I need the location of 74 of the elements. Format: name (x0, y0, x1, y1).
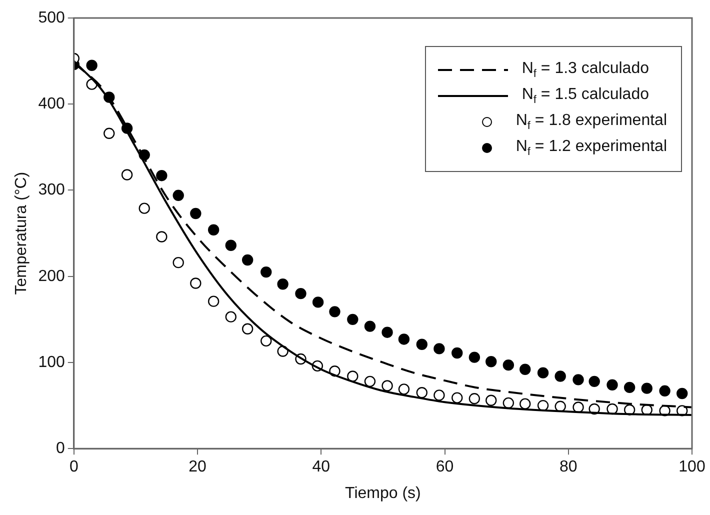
x-tick-label: 0 (69, 458, 78, 476)
point (295, 288, 306, 300)
point (312, 296, 324, 308)
point (572, 374, 584, 386)
x-tick-label: 20 (188, 458, 207, 476)
point (382, 326, 393, 338)
point (520, 364, 531, 375)
point (434, 343, 445, 354)
y-tick-label: 100 (38, 354, 65, 371)
point (382, 380, 393, 392)
point (452, 347, 463, 359)
point (416, 387, 428, 398)
point (537, 367, 549, 378)
point (364, 320, 376, 332)
x-tick-label: 60 (436, 458, 454, 476)
point (242, 254, 254, 266)
point (190, 278, 202, 289)
point (537, 400, 549, 412)
point (502, 359, 514, 371)
point (452, 392, 463, 404)
point (520, 398, 531, 410)
point (434, 390, 445, 401)
legend-label: N$_{f}$ = 1.5 calculado (522, 86, 649, 106)
y-tick-label: 300 (38, 182, 65, 199)
point (502, 397, 514, 409)
legend-label: N$_{f}$ = 1.8 experimental (516, 112, 667, 132)
x-tick-label: 40 (312, 458, 330, 476)
point (260, 266, 272, 278)
point (190, 208, 202, 220)
x-tick-label: 80 (559, 458, 578, 476)
point (554, 400, 566, 412)
y-axis-title: Temperatura (°C) (13, 172, 30, 295)
point (347, 370, 358, 382)
point (588, 376, 600, 388)
point (172, 190, 184, 202)
x-tick-label: 100 (678, 458, 706, 476)
point (138, 202, 150, 214)
y-tick-label: 0 (56, 440, 65, 458)
point (225, 311, 236, 322)
y-tick-label: 400 (38, 96, 65, 113)
point (486, 394, 497, 406)
y-tick-label: 500 (38, 9, 65, 26)
point (347, 314, 358, 326)
point (86, 60, 98, 71)
y-tick-label: 200 (38, 268, 65, 285)
point (260, 335, 272, 347)
legend-label: N$_{f}$ = 1.3 calculado (522, 60, 649, 80)
point (225, 240, 236, 251)
point (398, 334, 410, 345)
point (104, 128, 115, 139)
point (156, 170, 168, 182)
point (242, 323, 254, 334)
point (624, 382, 636, 394)
legend-label: N$_{f}$ = 1.2 experimental (516, 138, 667, 158)
point (641, 382, 652, 394)
point (277, 278, 288, 290)
point (329, 306, 340, 318)
x-axis-title: Tiempo (s) (345, 484, 421, 502)
point (172, 256, 184, 268)
point (659, 385, 670, 396)
point (398, 384, 410, 395)
point (208, 224, 220, 236)
point (208, 296, 220, 307)
point (572, 402, 584, 413)
point (364, 376, 376, 388)
point (606, 379, 618, 390)
point (156, 231, 168, 242)
point (468, 352, 480, 363)
point (676, 388, 688, 400)
point (554, 370, 566, 382)
point (468, 393, 480, 404)
point (486, 356, 497, 368)
point (121, 169, 133, 180)
point (416, 338, 428, 350)
